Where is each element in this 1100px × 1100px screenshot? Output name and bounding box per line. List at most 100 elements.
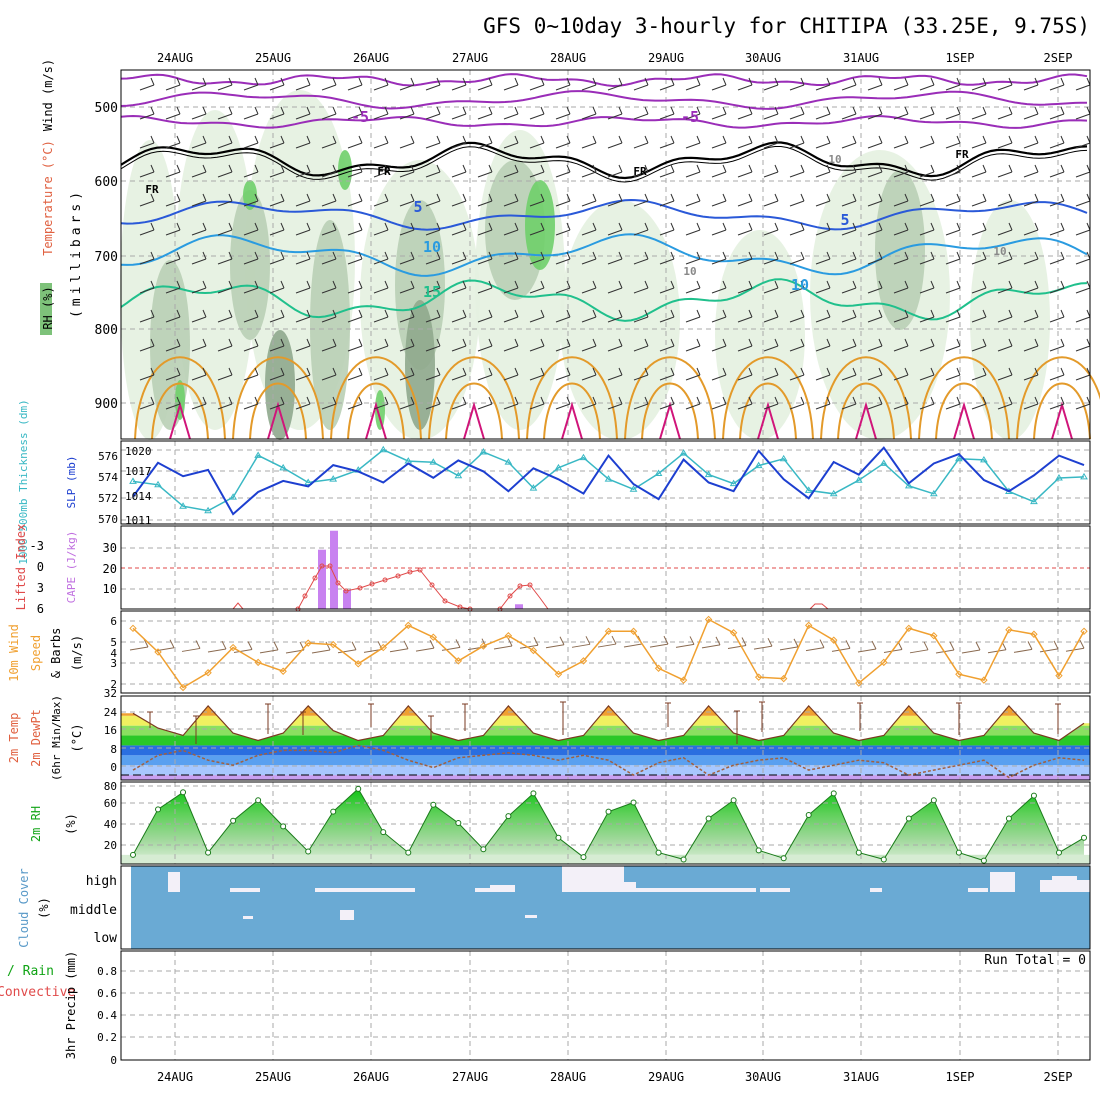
wind-barb [737, 309, 753, 323]
temp-contour-30 [169, 401, 191, 440]
slp-frame [120, 440, 1091, 525]
wind-barb [841, 251, 857, 265]
cloud-cover-cell [168, 872, 180, 892]
wind-barb [321, 106, 337, 120]
wind-barb [997, 164, 1013, 178]
wind-barb-10m [987, 641, 1007, 654]
temperature-tick-label: 16 [104, 724, 117, 737]
wind-barb [997, 367, 1013, 381]
wind-barb [763, 396, 779, 410]
rh-point [930, 797, 937, 804]
wind-barb [347, 251, 363, 265]
wind-barb [165, 222, 181, 236]
wind-barb [919, 338, 935, 352]
temp-contour-30 [267, 401, 289, 440]
wind-barb [295, 106, 311, 120]
wind-barb [633, 396, 649, 410]
lifted-index-point [312, 575, 318, 581]
wind-barb [1023, 367, 1039, 381]
wind-barb [659, 338, 675, 352]
wind-barb [139, 338, 155, 352]
rh-ylabel: 2m RH [29, 806, 43, 842]
wind-barb [607, 367, 623, 381]
wind-barb [633, 164, 649, 178]
wind-barb [529, 77, 545, 91]
wind-barb [1049, 251, 1065, 265]
wind-speed-point [354, 660, 362, 668]
wind-barb [139, 77, 155, 91]
wind-barb [529, 309, 545, 323]
temperature-tick-label: 8 [110, 743, 117, 756]
top-date-label: 30AUG [745, 51, 781, 65]
wind-speed-point [429, 633, 438, 641]
precip-ylabel-conv: Convective [0, 985, 75, 1000]
rh-point [1081, 834, 1087, 841]
wind-barb [347, 367, 363, 381]
wind-barb [1049, 309, 1065, 323]
wind-barb [295, 338, 311, 352]
wind-barb [269, 77, 285, 91]
wind-barb [503, 396, 519, 410]
upper-ylabel-rh: RH (%) [41, 286, 55, 329]
wind-speed-point [129, 624, 137, 633]
wind-barb [165, 135, 181, 149]
lifted-index-tick-label: -3 [30, 539, 44, 553]
wind-barb [165, 338, 181, 352]
wind-barb [165, 251, 181, 265]
wind-barb [321, 135, 337, 149]
wind-barb [685, 280, 701, 294]
wind-barb [841, 222, 857, 236]
wind-barb [815, 222, 831, 236]
wind-barb [555, 309, 571, 323]
wind-barb [295, 135, 311, 149]
wind-barb [347, 338, 363, 352]
rh-tick-label: 80 [104, 780, 117, 793]
wind-barb [243, 280, 259, 294]
wind-barb [945, 309, 961, 323]
wind-barb-10m [337, 641, 357, 654]
wind-barb [607, 106, 623, 120]
wind-barb [971, 77, 987, 91]
chart-title: GFS 0~10day 3-hourly for CHITIPA (33.25E… [483, 14, 1090, 38]
slp-tick-label: 1014 [125, 490, 152, 503]
rh-point [255, 797, 262, 804]
wind-barb [165, 106, 181, 120]
wind-barb [581, 222, 597, 236]
wind-barb [503, 280, 519, 294]
wind-barb-10m [519, 637, 539, 649]
wind-speed-point [404, 621, 412, 630]
wind-barb [269, 309, 285, 323]
axis-labels: (millibars) RH (%) Temperature (°C) Wind… [0, 59, 1086, 1059]
temp-contour-20 [330, 356, 422, 440]
wind-barb [373, 396, 389, 410]
contour-label: FR [145, 183, 159, 196]
wind-barb-10m [441, 639, 461, 651]
wind-barb [373, 251, 389, 265]
wind-barb [503, 338, 519, 352]
wind-barb [789, 251, 805, 265]
rh-point [655, 849, 662, 856]
cloud-cover-cell [315, 888, 415, 892]
wind-barb [581, 367, 597, 381]
wind-barb [685, 396, 701, 410]
wind-barb [815, 251, 831, 265]
wind-barb [425, 396, 441, 410]
rh-point [855, 849, 862, 856]
wind-tick-label: 4 [110, 647, 117, 660]
wind-barb [919, 280, 935, 294]
wind-barb [1049, 396, 1065, 410]
upper-air-panel: -5 -5 FR FR FR FR 5 5 10 10 15 10 10 10 500 600 700 800 90… [40, 69, 1100, 440]
rh-frame [120, 781, 1091, 865]
wind-barb [425, 338, 441, 352]
wind-barb [633, 367, 649, 381]
thickness-point [704, 470, 713, 478]
wind-barb [373, 309, 389, 323]
temperature-tick-label: 32 [104, 687, 117, 700]
thickness-point [629, 485, 638, 492]
wind-barb [347, 106, 363, 120]
lifted-index-point [343, 588, 349, 594]
wind-barb-10m [259, 641, 279, 654]
contour-label: FR [633, 165, 647, 178]
wind-barb [685, 309, 701, 323]
wind-barb [373, 106, 389, 120]
